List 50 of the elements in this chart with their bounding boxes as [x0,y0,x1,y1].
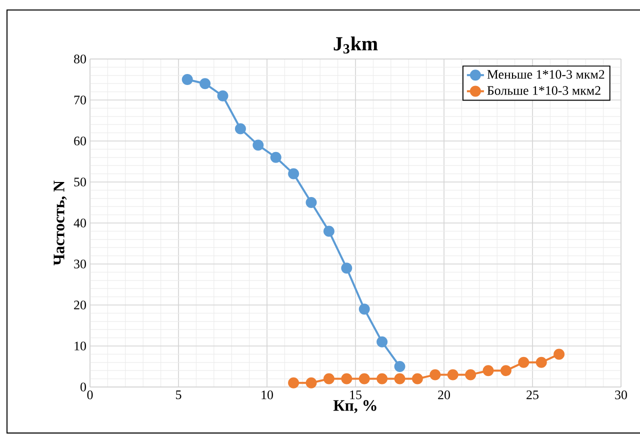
point [306,377,317,388]
x-tick-label: 25 [526,390,538,400]
point [200,78,211,90]
x-tick-label: 0 [87,390,93,400]
point [323,373,334,384]
y-axis-title: Частость, N [54,180,67,266]
y-tick-label: 40 [74,218,86,228]
point [412,373,423,384]
y-tick-label: 50 [74,178,86,186]
point [358,373,370,384]
point [430,369,441,380]
y-tick-label: 10 [74,342,86,350]
point [536,356,547,368]
x-tick-label: 20 [438,390,450,400]
chart-title: J$_{3}$km [334,36,378,54]
y-tick-label: 20 [74,300,86,310]
point [376,373,388,384]
x-tick-label: 10 [262,390,273,400]
x-tick-label: 30 [615,390,627,400]
x-tick-label: 15 [350,390,362,400]
point [341,373,352,384]
y-tick-label: 30 [74,260,86,268]
point [482,365,494,376]
point [288,377,300,388]
point [306,197,317,208]
point [500,365,512,376]
y-tick-label: 80 [74,54,86,64]
point [252,140,264,151]
x-tick-label: 5 [176,390,182,400]
point [394,373,406,384]
point [288,168,300,180]
point [376,336,388,348]
point [270,152,282,163]
point [358,304,370,315]
legend-label: Меньше 1*10-3 мкм2 [487,70,604,79]
legend-label: Больше 1*10-3 мкм2 [487,86,600,95]
point [341,262,352,274]
y-tick-label: 70 [74,96,86,104]
point [518,356,530,368]
point [323,226,334,237]
x-axis-title: Кп, % [333,400,376,414]
point [447,369,458,380]
point [217,90,228,102]
point [554,348,565,360]
point [234,123,246,134]
y-tick-label: 0 [80,382,86,392]
point [394,361,406,372]
point [182,74,193,86]
y-tick-label: 60 [74,136,86,146]
point [465,369,476,380]
